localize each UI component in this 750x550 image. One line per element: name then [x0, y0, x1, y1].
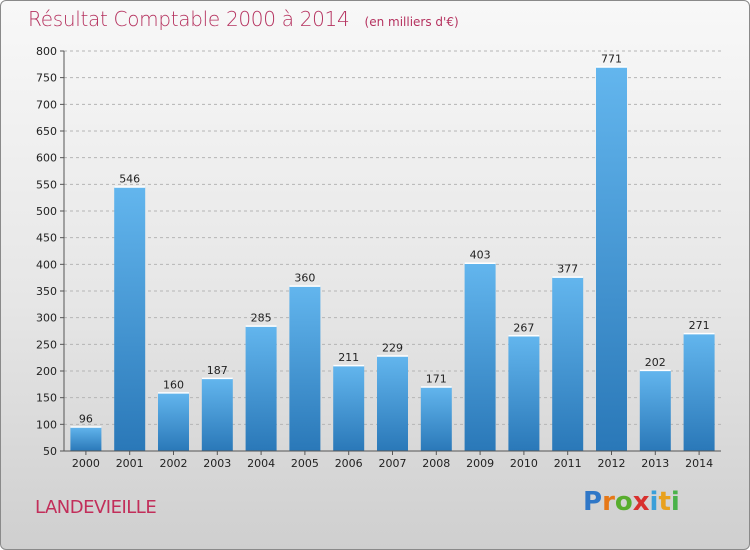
y-tick-label: 300: [36, 312, 57, 325]
bar: [70, 426, 102, 451]
y-tick-label: 750: [36, 72, 57, 85]
x-tick-label: 2012: [598, 457, 626, 470]
x-tick-label: 2008: [422, 457, 450, 470]
bar: [639, 369, 671, 451]
data-label: 403: [470, 249, 491, 262]
bar: [552, 276, 584, 451]
data-label: 771: [601, 52, 622, 65]
x-tick-label: 2007: [379, 457, 407, 470]
bar: [596, 66, 627, 451]
data-label: 160: [163, 378, 184, 391]
x-tick-label: 2005: [291, 457, 319, 470]
x-tick-label: 2010: [510, 457, 538, 470]
y-tick-label: 450: [36, 232, 57, 245]
y-tick-label: 150: [36, 392, 57, 405]
x-tick-label: 2011: [554, 457, 582, 470]
data-label: 202: [645, 356, 666, 369]
data-label: 267: [513, 321, 534, 334]
y-tick-label: 350: [36, 285, 57, 298]
bar: [289, 285, 321, 451]
chart-title-row: Résultat Comptable 2000 à 2014 (en milli…: [28, 7, 459, 31]
commune-name: LANDEVIEILLE: [35, 497, 157, 518]
y-tick-label: 100: [36, 418, 57, 431]
x-tick-label: 2006: [335, 457, 363, 470]
x-tick-label: 2013: [641, 457, 669, 470]
bar: [158, 392, 189, 451]
x-tick-label: 2000: [72, 457, 100, 470]
data-label: 285: [251, 312, 272, 325]
bar: [333, 365, 365, 451]
data-label: 229: [382, 342, 403, 355]
proxiti-logo: Proxiti: [583, 487, 680, 517]
chart-subtitle: (en milliers d'€): [364, 15, 459, 29]
data-label: 377: [557, 263, 578, 276]
y-tick-label: 250: [36, 338, 57, 351]
bar: [464, 262, 496, 451]
x-tick-label: 2014: [685, 457, 713, 470]
x-tick-label: 2002: [160, 457, 188, 470]
y-tick-label: 400: [36, 258, 57, 271]
chart-title: Résultat Comptable 2000 à 2014: [28, 7, 350, 31]
bar: [114, 186, 146, 451]
axes: [60, 50, 721, 455]
labels: 50 100 150 200 250 300 350 400 450 500 550 600 650 70…: [36, 45, 713, 470]
bar: [508, 335, 540, 451]
y-tick-label: 650: [36, 125, 57, 138]
y-tick-label: 600: [36, 152, 57, 165]
bar: [201, 377, 233, 451]
x-tick-label: 2009: [466, 457, 494, 470]
data-label: 546: [119, 172, 140, 185]
x-tick-label: 2004: [247, 457, 275, 470]
data-label: 187: [207, 364, 228, 377]
bars: [70, 66, 715, 451]
y-tick-label: 800: [36, 45, 57, 58]
bar: [245, 325, 277, 451]
y-tick-label: 700: [36, 98, 57, 111]
x-tick-label: 2001: [116, 457, 144, 470]
bar: [420, 386, 452, 451]
data-label: 171: [426, 372, 447, 385]
y-tick-label: 200: [36, 365, 57, 378]
y-tick-label: 50: [43, 445, 57, 458]
y-tick-label: 500: [36, 205, 57, 218]
data-label: 96: [79, 412, 93, 425]
x-tick-label: 2003: [203, 457, 231, 470]
bar: [377, 355, 408, 451]
data-label: 360: [294, 272, 315, 285]
data-label: 211: [338, 351, 359, 364]
bar: [683, 333, 715, 451]
y-tick-label: 550: [36, 178, 57, 191]
data-label: 271: [689, 319, 710, 332]
